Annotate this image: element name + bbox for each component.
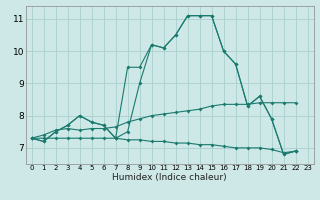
X-axis label: Humidex (Indice chaleur): Humidex (Indice chaleur) [112,173,227,182]
